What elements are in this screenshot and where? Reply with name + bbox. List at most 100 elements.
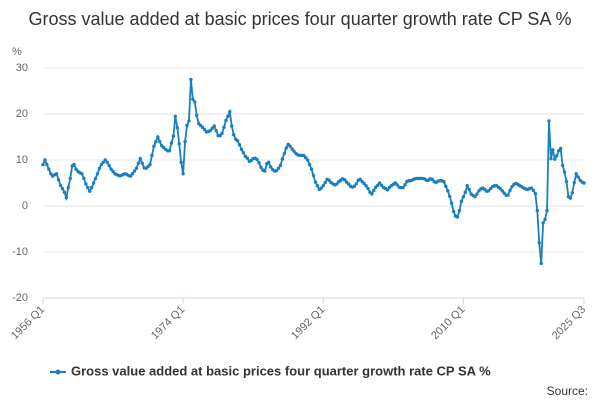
y-axis-unit: %	[12, 46, 22, 58]
point	[370, 192, 374, 196]
point	[91, 181, 96, 185]
point	[235, 138, 240, 143]
point	[66, 185, 70, 190]
point	[95, 172, 100, 176]
point	[140, 161, 144, 165]
point	[267, 160, 271, 164]
point	[230, 124, 234, 128]
point	[531, 188, 536, 193]
point	[268, 165, 273, 169]
point	[41, 162, 45, 167]
point	[288, 144, 292, 148]
point	[376, 183, 380, 187]
point	[568, 196, 573, 200]
point	[177, 142, 181, 146]
y-tick-label: 20	[16, 108, 28, 120]
point	[72, 162, 76, 167]
point	[232, 133, 236, 137]
point	[547, 119, 551, 123]
point	[107, 163, 111, 168]
point	[212, 124, 216, 128]
point	[475, 192, 479, 196]
point	[372, 188, 376, 193]
point	[430, 177, 434, 182]
point	[228, 110, 232, 114]
point	[218, 133, 222, 138]
point	[224, 118, 228, 123]
point	[130, 172, 135, 176]
point	[237, 143, 242, 147]
point	[84, 182, 88, 186]
point	[449, 201, 454, 205]
point	[562, 170, 567, 174]
point	[136, 161, 141, 165]
point	[58, 183, 63, 187]
point	[541, 221, 545, 225]
point	[62, 190, 67, 194]
point	[278, 163, 283, 168]
x-tick-label: 2010 Q1	[429, 304, 467, 342]
point	[321, 184, 325, 188]
point	[105, 160, 109, 164]
point	[45, 162, 49, 167]
point	[202, 127, 207, 132]
point	[358, 177, 362, 182]
point	[555, 154, 559, 158]
point	[64, 196, 69, 200]
point	[461, 195, 466, 199]
point	[574, 172, 578, 176]
y-tick-label: -20	[12, 292, 28, 304]
point	[366, 186, 370, 191]
x-tick-label: 1974 Q1	[149, 304, 187, 342]
point	[150, 153, 154, 158]
point	[457, 208, 462, 213]
point	[385, 188, 390, 192]
point	[173, 114, 178, 119]
point	[473, 195, 477, 199]
point	[342, 178, 347, 182]
point	[543, 217, 547, 222]
point	[558, 146, 563, 151]
point	[210, 126, 215, 130]
point	[570, 190, 575, 195]
point	[82, 176, 86, 181]
point	[263, 169, 267, 173]
point	[459, 199, 464, 204]
point	[352, 184, 357, 188]
point	[169, 141, 174, 145]
series-line	[42, 79, 585, 264]
point	[222, 125, 226, 130]
point	[103, 158, 107, 162]
point	[319, 186, 323, 190]
point	[327, 178, 331, 182]
point	[245, 156, 250, 160]
point	[54, 172, 59, 176]
point	[128, 174, 133, 178]
point	[187, 119, 191, 123]
point	[560, 163, 565, 168]
point	[109, 167, 113, 171]
y-tick-label: 0	[22, 200, 28, 212]
source: Source:	[547, 384, 588, 398]
point	[138, 156, 143, 161]
point	[284, 146, 288, 150]
point	[167, 149, 172, 153]
point	[442, 179, 446, 184]
point	[193, 100, 197, 104]
point	[486, 189, 491, 193]
point	[89, 185, 94, 190]
point	[183, 139, 187, 144]
point	[214, 128, 218, 133]
point	[132, 169, 137, 173]
point	[448, 194, 452, 199]
point	[191, 97, 195, 101]
point	[200, 125, 205, 130]
point	[500, 189, 504, 193]
point	[463, 190, 467, 194]
point	[74, 167, 78, 171]
point	[259, 165, 263, 170]
point	[80, 172, 84, 176]
point	[451, 209, 456, 214]
point	[181, 172, 185, 176]
